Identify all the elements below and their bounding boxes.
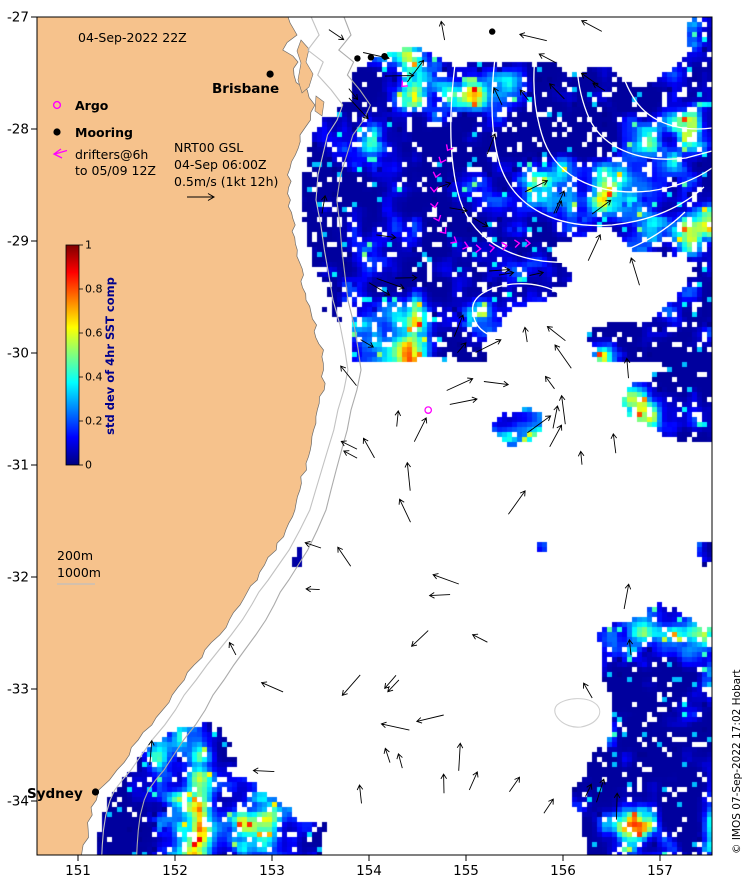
legend-drifters-line2: to 05/09 12Z (75, 163, 156, 178)
island (314, 95, 325, 117)
sea-level-contour (450, 16, 686, 263)
y-tick-label: -29 (7, 234, 29, 250)
mooring-marker (381, 53, 388, 60)
mooring-marker (489, 28, 496, 35)
colorbar-tick-label: 0.6 (85, 327, 103, 340)
legend-argo-label: Argo (75, 98, 109, 113)
x-tick-label: 152 (162, 863, 188, 879)
y-tick-label: -34 (7, 794, 29, 810)
x-tick-label: 154 (356, 863, 382, 879)
argo-float-marker (424, 406, 433, 414)
mooring-marker (367, 54, 375, 61)
mooring-legend-icon (53, 128, 61, 136)
isobath-1000m-line (136, 16, 372, 856)
x-tick-label: 151 (65, 863, 91, 879)
colorbar-tick-label: 0 (85, 459, 92, 472)
city-marker-sydney (91, 788, 100, 796)
velocity-scale-arrow-icon (187, 193, 215, 201)
y-tick-label: -32 (7, 570, 29, 586)
drifter-legend-icon (52, 148, 68, 159)
mooring-marker (354, 55, 361, 62)
colorbar-label: std dev of 4hr SST comp (103, 277, 117, 435)
x-tick-label: 155 (453, 863, 479, 879)
colorbar-tick-label: 1 (85, 239, 92, 252)
colorbar-tick-label: 0.8 (85, 283, 103, 296)
credit-text: © IMOS 07-Sep-2022 17:02 Hobart (731, 670, 743, 855)
colorbar-tick-label: 0.4 (85, 371, 103, 384)
sea-level-contour (380, 705, 470, 856)
x-tick-label: 156 (550, 863, 576, 879)
contour-loop (554, 698, 601, 728)
colorbar: 0 0.2 0.4 0.6 0.8 1 std dev of 4hr SST comp (65, 239, 117, 472)
sea-level-contour (616, 16, 713, 130)
city-label-sydney: Sydney (27, 786, 83, 802)
sea-level-contour (471, 283, 573, 342)
colorbar-gradient (65, 244, 80, 466)
current-vector-arrows (148, 19, 640, 820)
sea-level-contour (371, 387, 397, 498)
isobath-1000-label: 1000m (57, 565, 101, 580)
gsl-label-line3: 0.5m/s (1kt 12h) (174, 174, 278, 189)
sea-level-contour (397, 567, 577, 710)
colorbar-ticks: 0 0.2 0.4 0.6 0.8 1 (79, 239, 103, 472)
gsl-label-line2: 04-Sep 06:00Z (174, 157, 267, 172)
y-tick-label: -30 (7, 346, 29, 362)
gsl-label-line1: NRT00 GSL (174, 140, 243, 155)
y-tick-label: -31 (7, 458, 29, 474)
y-tick-label: -28 (7, 122, 29, 138)
legend-mooring-label: Mooring (75, 125, 133, 140)
timestamp-label: 04-Sep-2022 22Z (78, 30, 187, 45)
x-tick-label: 157 (647, 863, 673, 879)
plot-frame (36, 16, 713, 856)
y-tick-label: -27 (7, 10, 29, 26)
x-tick-label: 153 (259, 863, 285, 879)
island (296, 39, 314, 94)
drifter-track (401, 80, 532, 254)
city-label-brisbane: Brisbane (212, 81, 279, 97)
colorbar-tick-label: 0.2 (85, 415, 103, 428)
city-marker-brisbane (266, 70, 274, 78)
generated-map-layers: 151 152 153 154 155 156 157 -27 -28 -29 -30 -31 -32 -… (7, 10, 713, 879)
legend-drifters-line1: drifters@6h (75, 147, 148, 162)
y-tick-label: -33 (7, 682, 29, 698)
sea-level-contour (491, 16, 705, 227)
land-polygon (36, 16, 326, 856)
argo-legend-icon (52, 100, 62, 110)
sea-level-contour (576, 16, 713, 160)
isobath-200-label: 200m (57, 548, 93, 563)
isobath-200m-line (101, 16, 349, 856)
sea-level-contour (533, 16, 713, 193)
